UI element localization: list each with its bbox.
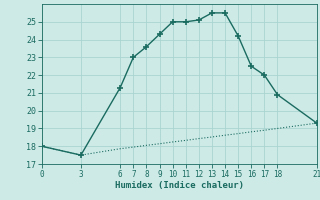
X-axis label: Humidex (Indice chaleur): Humidex (Indice chaleur) — [115, 181, 244, 190]
